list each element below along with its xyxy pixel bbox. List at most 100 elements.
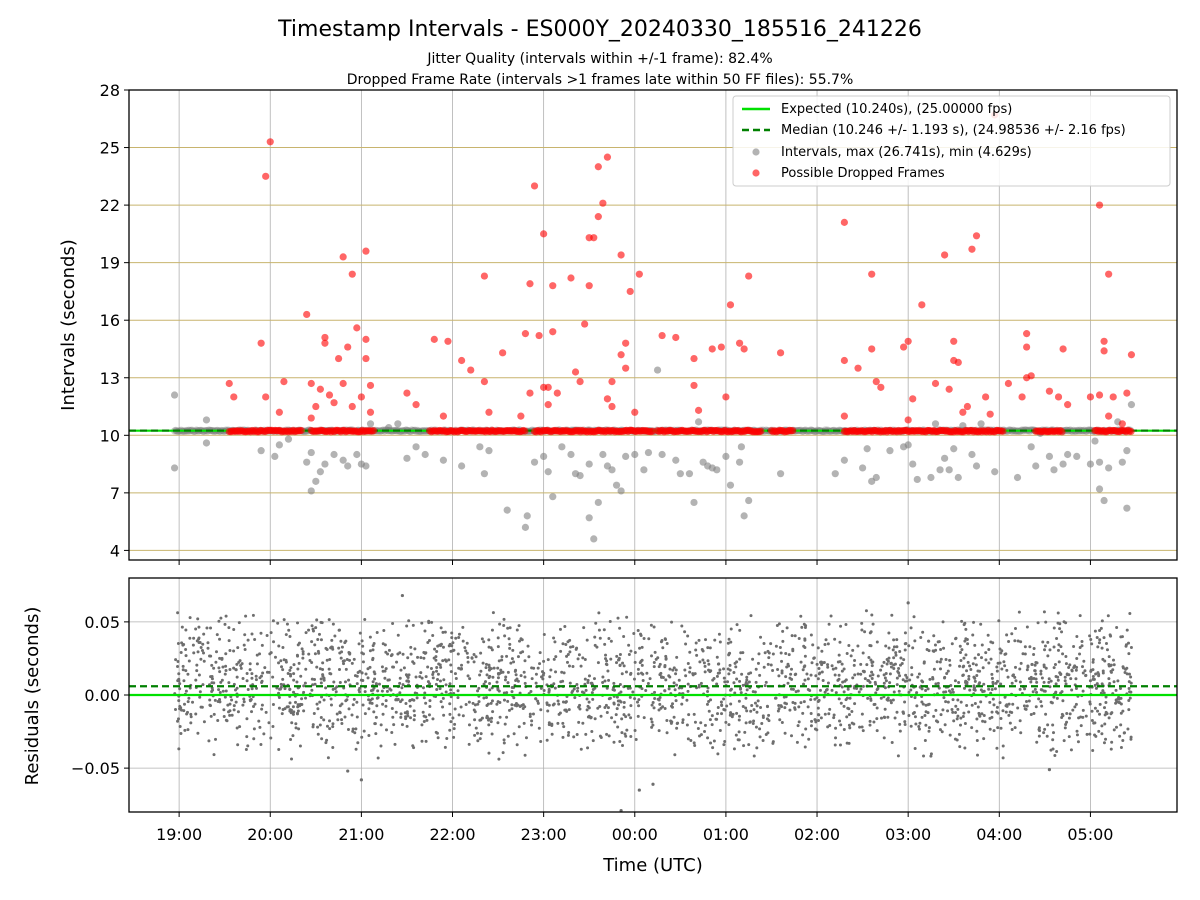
residual-point — [767, 713, 771, 717]
residual-point — [453, 707, 457, 711]
interval-point — [1091, 437, 1099, 445]
residual-point — [426, 665, 430, 669]
residual-point — [650, 725, 654, 729]
interval-point — [608, 466, 616, 474]
residual-point — [1102, 636, 1106, 640]
residual-point — [448, 702, 452, 706]
residual-point — [870, 660, 874, 664]
residual-point — [567, 664, 571, 668]
residual-point — [375, 704, 379, 708]
residual-point — [867, 656, 871, 660]
residual-point — [677, 678, 681, 682]
residual-point — [1013, 675, 1017, 679]
residual-point — [1033, 669, 1037, 673]
dropped-frame-point — [549, 328, 557, 336]
residual-point — [803, 745, 807, 749]
residual-point — [369, 689, 373, 693]
residual-point — [717, 662, 721, 666]
residual-point — [182, 709, 186, 713]
residual-point — [725, 704, 729, 708]
residual-point — [715, 682, 719, 686]
residual-point — [590, 691, 594, 695]
residual-point — [422, 656, 426, 660]
residual-point — [616, 725, 620, 729]
residual-point — [957, 681, 961, 685]
dropped-frame-point — [1027, 372, 1035, 380]
dropped-frame-point — [571, 368, 580, 376]
residual-point — [883, 715, 887, 719]
dropped-frame-point — [357, 393, 365, 401]
residual-point — [1093, 683, 1097, 687]
residual-point — [561, 721, 565, 725]
residual-point — [980, 712, 984, 716]
residual-point — [329, 703, 333, 707]
residual-point — [718, 640, 722, 644]
residual-point — [1067, 665, 1071, 669]
residual-point — [219, 616, 223, 620]
residual-point — [876, 687, 880, 691]
legend-intervals-marker — [752, 148, 760, 156]
residual-point — [547, 689, 551, 693]
residual-point — [497, 659, 501, 663]
residual-point — [350, 661, 354, 665]
residual-point — [926, 687, 930, 691]
residual-point — [650, 654, 654, 658]
residual-point — [344, 639, 348, 643]
residual-point — [490, 732, 494, 736]
residual-point — [183, 702, 187, 706]
interval-point — [421, 450, 429, 459]
residual-point — [707, 662, 711, 666]
residual-point — [289, 666, 293, 670]
residual-point — [260, 681, 264, 685]
interval-point — [1032, 462, 1040, 470]
residual-point — [260, 703, 264, 707]
interval-point — [585, 514, 593, 522]
residual-point — [400, 723, 404, 727]
dropped-frame-point — [1127, 351, 1136, 359]
residual-point — [1100, 732, 1104, 736]
residual-point — [545, 703, 549, 707]
residual-point — [394, 710, 398, 714]
interval-point — [585, 460, 593, 468]
residual-point — [510, 685, 514, 689]
residual-point — [1043, 648, 1047, 652]
residual-point — [423, 629, 427, 633]
residual-point — [405, 710, 409, 714]
residual-point — [1080, 640, 1084, 644]
residual-point — [927, 729, 931, 733]
residual-point — [325, 648, 329, 652]
residual-point — [952, 719, 956, 723]
residual-point — [1088, 634, 1092, 638]
residual-point — [1064, 621, 1068, 625]
residual-point — [838, 719, 842, 723]
residual-point — [863, 630, 867, 634]
residual-point — [837, 697, 841, 701]
residual-point — [345, 657, 349, 661]
residual-point — [964, 627, 968, 631]
residual-point — [963, 746, 967, 750]
residual-point — [195, 669, 199, 673]
residual-point — [1022, 704, 1026, 708]
residual-point — [464, 703, 468, 707]
residual-point — [384, 650, 388, 654]
residual-point — [511, 648, 515, 652]
residual-point — [842, 667, 846, 671]
residual-point — [893, 662, 897, 666]
residual-point — [316, 638, 320, 642]
residual-point — [1121, 709, 1125, 713]
residual-point — [920, 700, 924, 704]
residual-point — [300, 647, 304, 651]
interval-point — [271, 452, 279, 461]
residual-point — [684, 674, 688, 678]
residual-point — [866, 678, 870, 682]
residual-point — [845, 741, 849, 745]
residual-point — [222, 715, 226, 719]
residual-point — [726, 680, 730, 684]
residual-point — [822, 695, 826, 699]
residual-point — [706, 690, 710, 694]
residual-point — [956, 714, 960, 718]
dropped-frame-point — [1054, 393, 1063, 401]
interval-point — [644, 448, 653, 457]
residual-point — [291, 734, 295, 738]
residual-point — [709, 741, 713, 745]
